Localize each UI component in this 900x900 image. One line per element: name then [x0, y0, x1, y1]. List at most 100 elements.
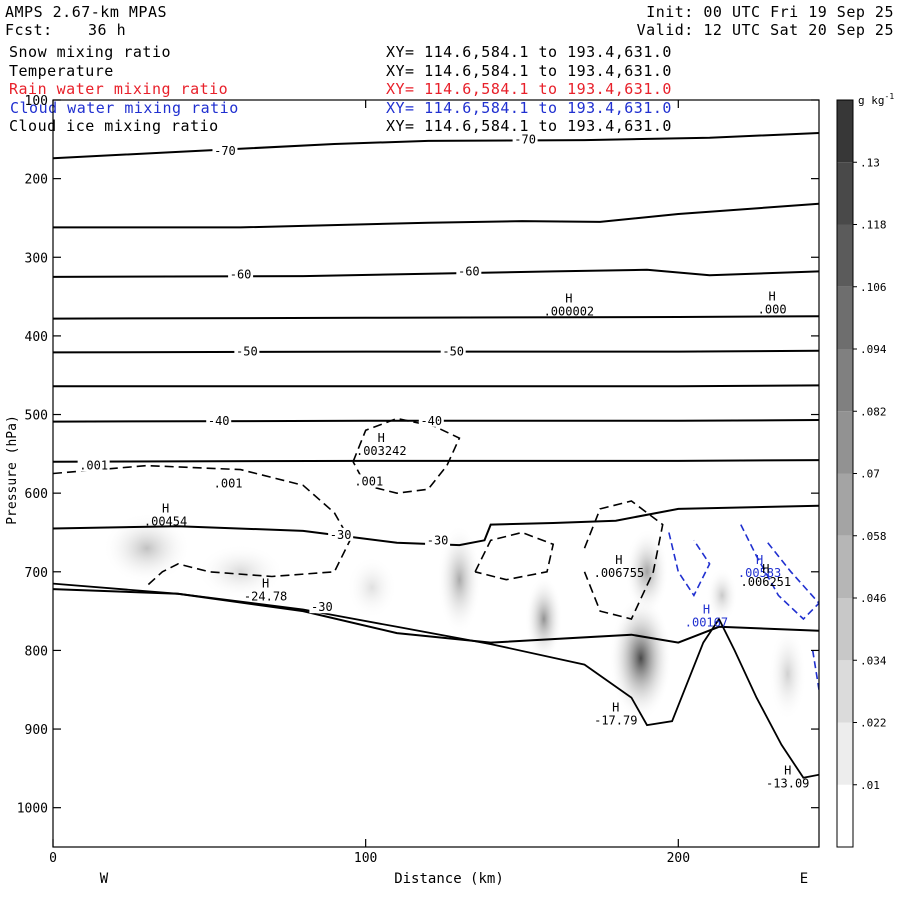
extremum-value: .003242	[356, 444, 407, 458]
snow-shading-blob	[625, 528, 669, 616]
temperature-contour	[53, 202, 819, 229]
snow-shading-blob	[196, 544, 285, 600]
temperature-contour	[53, 504, 819, 547]
field-xy-range: XY= 114.6,584.1 to 193.4,631.0	[386, 80, 672, 98]
extremum-marker: H	[762, 562, 769, 576]
contour-label-bg	[309, 600, 335, 614]
forecast-label: Fcst:	[5, 21, 53, 39]
west-label: W	[100, 871, 109, 887]
temperature-contour	[53, 459, 819, 463]
extremum-marker: H	[615, 553, 622, 567]
contour-label-bg	[206, 413, 232, 427]
snow-shading-blob	[103, 512, 191, 584]
extremum-value: -13.09	[766, 777, 809, 791]
model-title: AMPS 2.67-km MPAS	[5, 3, 168, 21]
colorbar-segment	[837, 411, 853, 474]
snow-shading-blob	[437, 524, 482, 635]
colorbar-tick-label: .034	[860, 654, 887, 667]
cloud-water-contour	[811, 650, 819, 690]
extremum-value: .00454	[144, 515, 187, 529]
y-tick-label: 1000	[17, 802, 48, 817]
x-tick-label: 100	[354, 851, 377, 866]
contour-label: -40	[420, 414, 442, 428]
contour-label-bg	[212, 144, 238, 158]
contour-label: -70	[214, 144, 236, 158]
y-tick-label: 800	[25, 644, 48, 659]
snow-shading-blob	[609, 595, 673, 722]
extremum-value: -24.78	[244, 589, 287, 603]
contour-label: -30	[427, 533, 449, 547]
extremum-marker: H	[378, 431, 385, 445]
extremum-value: .000002	[544, 305, 595, 319]
snow-shading-blob	[706, 567, 738, 623]
x-tick-label: 200	[667, 851, 690, 866]
y-tick-label: 100	[25, 94, 48, 109]
colorbar-segment	[837, 162, 853, 225]
y-tick-label: 400	[25, 330, 48, 345]
colorbar-tick-label: .07	[860, 468, 880, 481]
contour-label-bg	[234, 344, 260, 358]
extremum-value: .006251	[741, 575, 792, 589]
cloud-water-contour	[668, 532, 711, 597]
contour-label-bg	[212, 476, 245, 490]
extremum-marker: H	[784, 764, 791, 778]
colorbar-unit: g kg-1	[858, 92, 894, 107]
colorbar-segment	[837, 598, 853, 661]
contour-label: -60	[230, 268, 252, 282]
colorbar-tick-label: .01	[860, 779, 880, 792]
extremum-marker: H	[756, 553, 763, 567]
colorbar-segment	[837, 224, 853, 287]
contour-label: -30	[330, 528, 352, 542]
colorbar-tick-label: .046	[860, 592, 887, 605]
y-tick-label: 600	[25, 487, 48, 502]
contour-label: -50	[442, 345, 464, 359]
extremum-marker: H	[612, 701, 619, 715]
forecast-value: 36 h	[88, 21, 127, 39]
contour-label: -30	[311, 600, 333, 614]
temperature-contour	[53, 349, 819, 354]
y-axis-label: Pressure (hPa)	[5, 415, 20, 525]
terrain-line	[53, 582, 819, 779]
x-tick-label: 0	[49, 851, 57, 866]
colorbar-segment	[837, 722, 853, 785]
snow-contour	[474, 531, 555, 581]
snow-shading-blob	[525, 575, 563, 663]
temperature-contour	[53, 384, 819, 388]
contour-label: .001	[79, 459, 108, 473]
contour-label-bg	[456, 264, 482, 278]
temperature-contour	[53, 132, 819, 160]
snow-contour	[352, 417, 461, 495]
colorbar-tick-label: .058	[860, 530, 887, 543]
extremum-marker: H	[565, 292, 572, 306]
y-tick-label: 900	[25, 723, 48, 738]
extremum-marker: H	[262, 576, 269, 590]
valid-time: Valid: 12 UTC Sat 20 Sep 25	[636, 21, 894, 39]
y-tick-label: 500	[25, 409, 48, 424]
extremum-value: -17.79	[594, 714, 637, 728]
field-name: Cloud ice mixing ratio	[9, 117, 219, 135]
cloud-water-contour	[740, 524, 819, 621]
extremum-value: .000	[758, 302, 787, 316]
field-name: Temperature	[9, 61, 114, 80]
contour-label-bg	[418, 413, 444, 427]
field-name: Snow mixing ratio	[9, 43, 172, 61]
extremum-marker: H	[768, 289, 775, 303]
snow-shading-blob	[346, 556, 397, 619]
colorbar-tick-label: .106	[860, 281, 887, 294]
y-tick-label: 300	[25, 251, 48, 266]
extremum-value: .006755	[594, 566, 645, 580]
colorbar-tick-label: .13	[860, 156, 880, 169]
east-label: E	[800, 871, 808, 887]
contour-label-bg	[512, 132, 538, 146]
contour-label-bg	[440, 344, 466, 358]
field-name: Cloud water mixing ratio	[10, 98, 239, 117]
field-xy-range: XY= 114.6,584.1 to 193.4,631.0	[386, 43, 672, 61]
colorbar-segment	[837, 286, 853, 349]
colorbar-segment	[837, 784, 853, 847]
colorbar-segment	[837, 473, 853, 536]
extremum-value: .00167	[685, 615, 728, 629]
y-tick-label: 200	[25, 173, 48, 188]
colorbar-tick-label: .094	[860, 343, 887, 356]
contour-label: -60	[458, 264, 480, 278]
